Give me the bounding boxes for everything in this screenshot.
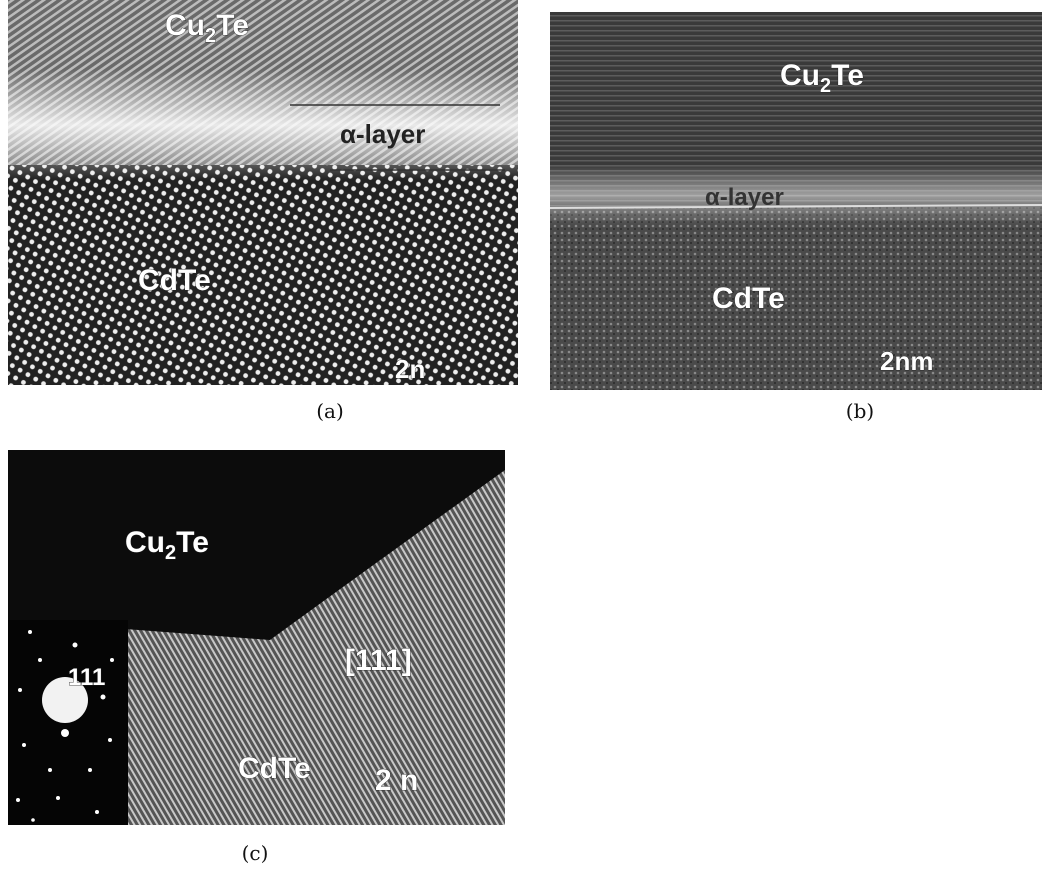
scale-label: 2nm bbox=[880, 346, 933, 376]
panel-c: Cu2Te 111 [111] CdTe 2 n (c) bbox=[8, 450, 505, 865]
caption: (a) bbox=[316, 399, 344, 423]
bright-band bbox=[8, 70, 518, 180]
label: α-layer bbox=[340, 119, 425, 149]
figure: Cu2Te α-layer CdTe 2n (a) Cu2Te α-layer … bbox=[0, 0, 1045, 872]
scale-label: 2n bbox=[395, 354, 425, 384]
label: α-layer bbox=[705, 184, 784, 211]
scale-label: 2 n bbox=[375, 764, 418, 797]
label: 111 bbox=[68, 664, 105, 691]
panel-b: Cu2Te α-layer CdTe 2nm (b) bbox=[550, 12, 1042, 423]
label: CdTe bbox=[712, 282, 785, 315]
bright-band bbox=[550, 165, 1042, 225]
page: Cu2Te α-layer CdTe 2n (a) Cu2Te α-layer … bbox=[0, 0, 1045, 872]
label: [111] bbox=[345, 644, 412, 677]
caption: (c) bbox=[242, 841, 269, 865]
label: CdTe bbox=[138, 264, 211, 297]
panel-a: Cu2Te α-layer CdTe 2n (a) bbox=[8, 0, 518, 423]
label: CdTe bbox=[238, 752, 311, 785]
caption: (b) bbox=[846, 399, 874, 423]
